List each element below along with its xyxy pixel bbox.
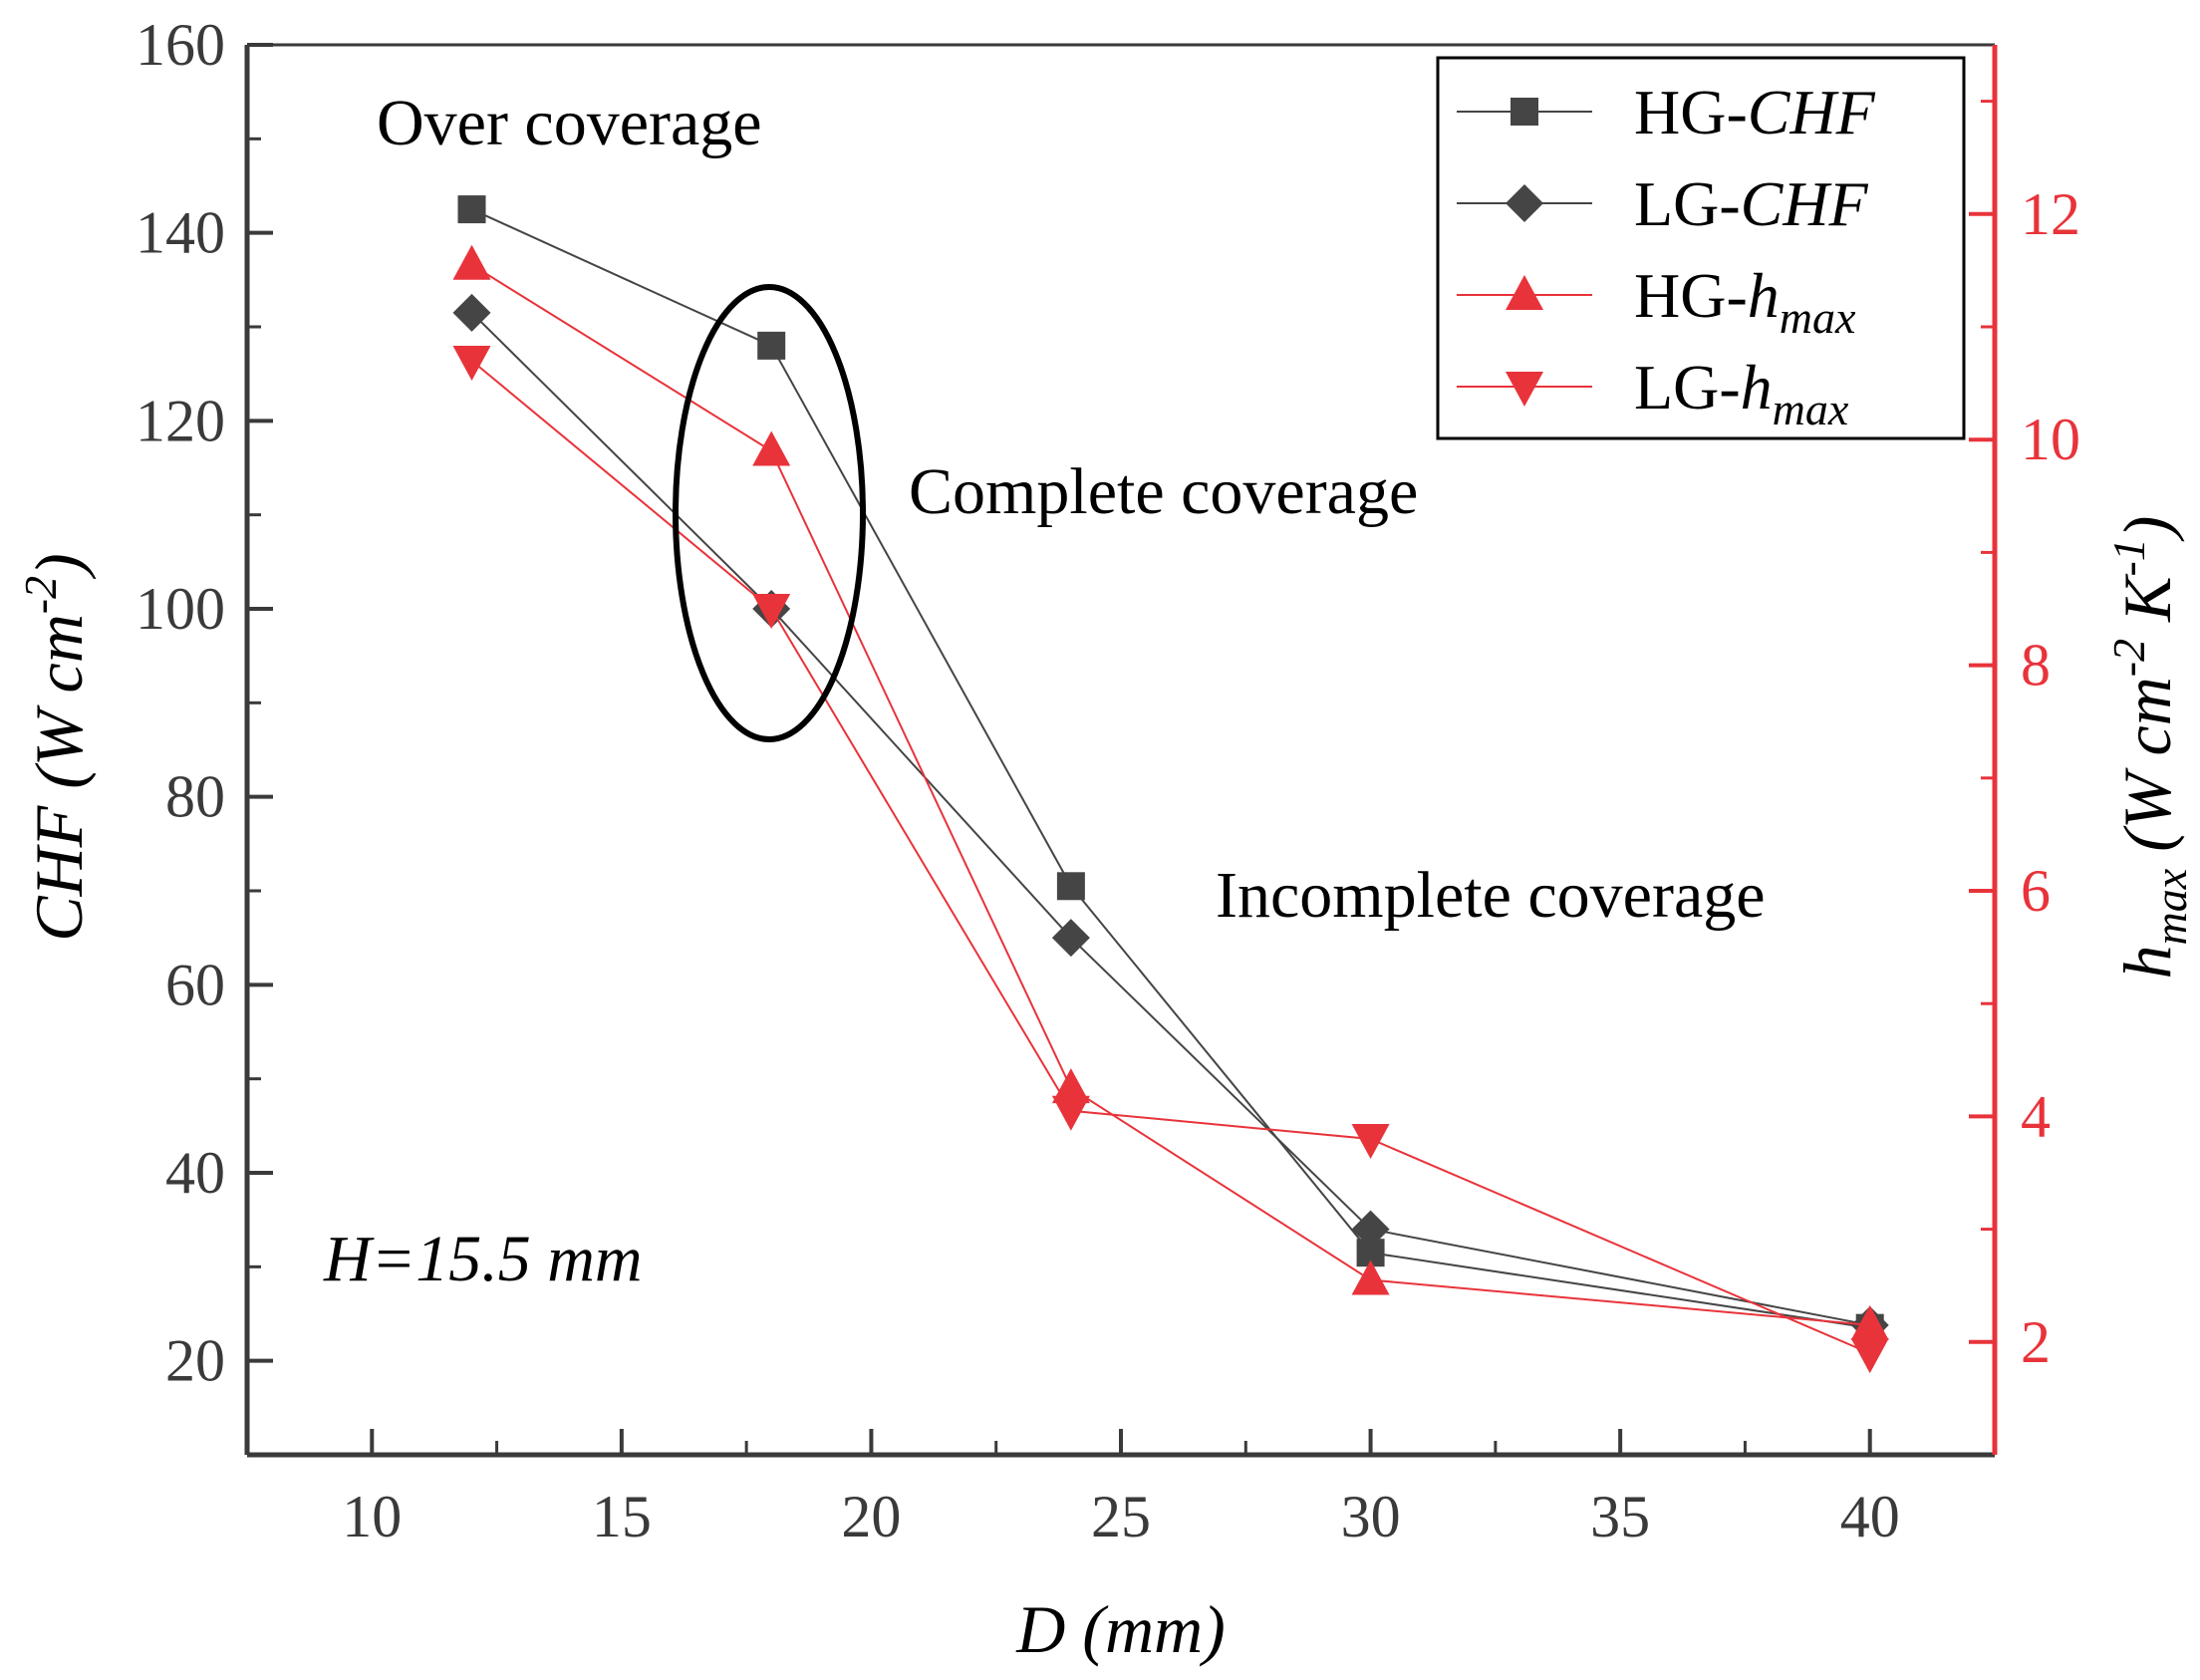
left-tick-label-160: 160 [136, 12, 225, 78]
series-2-point-40 [1850, 1304, 1889, 1340]
left-tick-label-60: 60 [165, 952, 225, 1017]
left-tick-label-120: 120 [136, 388, 225, 453]
legend-label-0: HG-CHF [1634, 77, 1876, 147]
x-tick-label-10: 10 [342, 1484, 402, 1549]
x-tick-label-30: 30 [1341, 1484, 1401, 1549]
right-tick-label-12: 12 [2021, 181, 2080, 247]
series-3-point-24 [1051, 1095, 1090, 1131]
left-axis-title-close: ) [21, 553, 97, 580]
right-axis-title-unit: (W cm [2109, 677, 2185, 869]
right-tick-label-2: 2 [2021, 1309, 2051, 1375]
legend-label-1: LG-CHF [1634, 168, 1869, 239]
legend: HG-CHF LG-CHF HG-hmax LG-hmax [1436, 56, 1966, 440]
right-tick-label-6: 6 [2021, 858, 2051, 924]
left-axis-title-unit: (W cm [21, 614, 97, 789]
left-axis-title-sup: -2 [15, 576, 66, 614]
series-2-point-18 [752, 430, 791, 466]
series-0-point-18 [757, 331, 786, 360]
left-tick-label-100: 100 [136, 576, 225, 642]
legend-marker-3 [1506, 372, 1543, 407]
x-tick-label-40: 40 [1840, 1484, 1900, 1549]
series-3-point-18 [752, 594, 791, 629]
complete-coverage-ellipse [673, 284, 866, 742]
left-tick-label-140: 140 [136, 200, 225, 266]
series-1-point-24 [1051, 919, 1090, 958]
x-tick-label-20: 20 [841, 1484, 901, 1549]
right-axis-title-main: h [2109, 945, 2185, 979]
annotation-height: H=15.5 mm [323, 1223, 643, 1295]
annotation-over-coverage: Over coverage [377, 87, 762, 159]
x-tick-label-15: 15 [592, 1484, 652, 1549]
right-axis-title-close: ) [2109, 516, 2185, 543]
left-tick-label-40: 40 [165, 1140, 225, 1206]
left-tick-label-80: 80 [165, 764, 225, 830]
left-tick-label-20: 20 [165, 1328, 225, 1394]
x-tick-label-35: 35 [1590, 1484, 1650, 1549]
series-1-point-30 [1351, 1210, 1390, 1249]
right-tick-label-8: 8 [2021, 633, 2051, 699]
legend-label-3: LG-hmax [1634, 352, 1849, 434]
series-3-point-12 [452, 345, 491, 381]
series-3-point-40 [1850, 1338, 1889, 1374]
right-axis-title-sub: max [2145, 868, 2196, 945]
series-0-point-24 [1056, 872, 1085, 901]
legend-label-2: HG-hmax [1634, 260, 1856, 343]
series-2-point-12 [452, 244, 491, 280]
right-tick-label-4: 4 [2021, 1083, 2051, 1149]
legend-marker-1 [1506, 184, 1543, 222]
right-axis-title-sup2: -1 [2103, 538, 2154, 576]
annotation-incomplete-coverage: Incomplete coverage [1216, 859, 1766, 932]
left-axis-title: CHF (W cm-2) [15, 553, 97, 942]
annotation-complete-coverage: Complete coverage [909, 455, 1418, 528]
left-axis-title-main: CHF [21, 804, 97, 941]
right-tick-label-10: 10 [2021, 407, 2080, 472]
right-axis-title-sup1: -2 [2103, 639, 2154, 677]
right-axis-title: hmax (W cm-2 K-1) [2103, 516, 2196, 980]
series-0-point-12 [457, 195, 486, 224]
series-1-point-12 [452, 293, 491, 332]
x-axis-title: D (mm) [1015, 1591, 1226, 1667]
x-tick-label-25: 25 [1091, 1484, 1151, 1549]
series-3-point-30 [1351, 1124, 1390, 1160]
legend-marker-0 [1511, 98, 1538, 126]
right-axis-title-mid: K [2109, 573, 2185, 639]
legend-marker-2 [1506, 275, 1543, 310]
series-2-point-30 [1351, 1260, 1390, 1295]
